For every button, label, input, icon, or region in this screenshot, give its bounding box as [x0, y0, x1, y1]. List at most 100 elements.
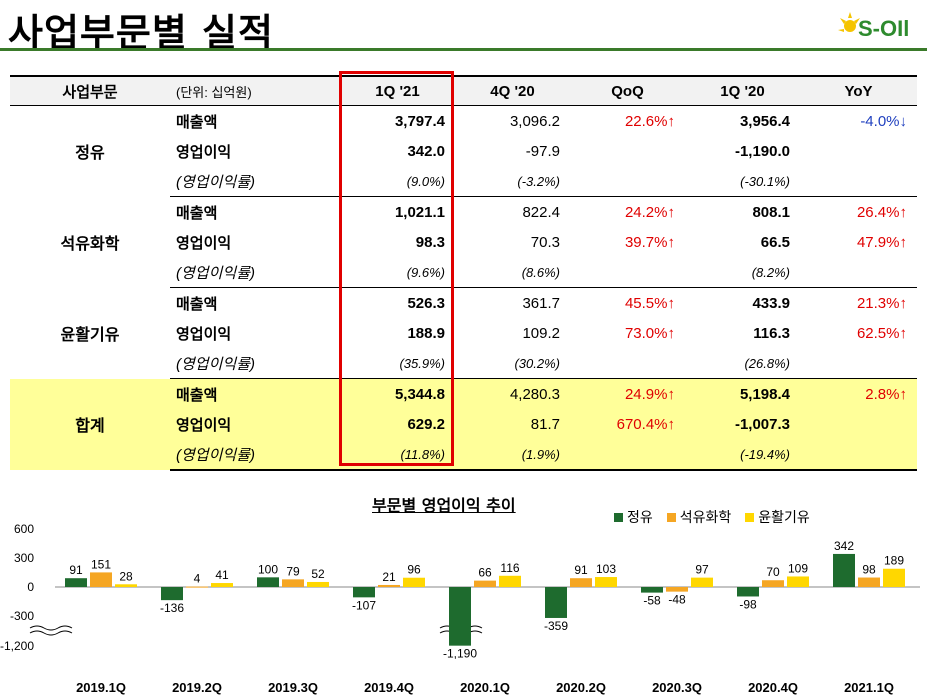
cell-q1-20: -1,190.0	[734, 142, 790, 160]
data-label: -98	[739, 597, 757, 611]
bar-2020.2Q-윤활기유	[595, 577, 617, 587]
cell-q1-21: (9.6%)	[340, 257, 455, 288]
bar-2019.1Q-석유화학	[90, 572, 112, 587]
x-tick-label: 2020.4Q	[748, 680, 798, 695]
cell-yoy: 21.3%↑	[856, 294, 907, 312]
cell-qoq: 670.4%↑	[570, 409, 685, 439]
bar-2020.3Q-정유	[641, 587, 663, 593]
logo-text: S-OIl	[858, 16, 910, 41]
legend-swatch	[745, 512, 755, 522]
bar-2020.2Q-석유화학	[570, 578, 592, 587]
cell-yoy: 47.9%↑	[856, 233, 907, 251]
cell-qoq	[570, 166, 685, 197]
metric-label: 매출액	[176, 204, 218, 222]
cell-q1-20: 3,956.4	[739, 112, 790, 130]
axis-break-mark	[29, 630, 73, 636]
cell-qoq: 45.5%↑	[624, 294, 675, 312]
cell-q4-20: 81.7	[455, 409, 570, 439]
chart-title: 부문별 영업이익 추이	[372, 496, 516, 515]
bar-2019.1Q-정유	[65, 578, 87, 587]
data-label: 66	[478, 566, 492, 580]
cell-qoq: 73.0%↑	[624, 324, 675, 342]
cell-q1-21: (9.0%)	[340, 166, 455, 197]
cell-q1-21: 98.3	[415, 233, 445, 251]
cell-q1-21: (35.9%)	[340, 348, 455, 379]
bar-2020.1Q-석유화학	[474, 580, 496, 587]
col-header-yoy: YoY	[800, 75, 917, 106]
cell-q1-20: 116.3	[753, 324, 790, 342]
metric-label: (영업이익률)	[170, 166, 340, 197]
cell-q1-21: 342.0	[407, 142, 445, 160]
x-tick-label: 2019.1Q	[76, 680, 126, 695]
data-label: 189	[884, 554, 904, 568]
legend-item-petrochemical: 석유화학	[666, 507, 732, 527]
cell-qoq	[570, 136, 685, 166]
cell-q4-20: 109.2	[522, 324, 560, 342]
bar-2019.4Q-윤활기유	[403, 577, 425, 587]
bar-2019.3Q-정유	[257, 577, 279, 587]
cell-qoq: 24.9%↑	[570, 378, 685, 409]
cell-q1-20: (26.8%)	[685, 348, 800, 379]
legend-item-refining: 정유	[614, 507, 653, 527]
table-row: 정유 매출액 3,797.4 3,096.2 22.6%↑ 3,956.4 -4.0%↓	[10, 106, 917, 163]
x-tick-label: 2019.4Q	[364, 680, 414, 695]
cell-q1-20: (-19.4%)	[685, 439, 800, 471]
s-oil-logo: S-OIl	[836, 4, 927, 46]
data-label: -136	[160, 601, 184, 615]
segment-name: 석유화학	[60, 236, 120, 253]
y-tick-label: -1,200	[0, 639, 34, 653]
segment-name: 윤활기유	[60, 327, 120, 344]
metric-label: 영업이익	[176, 143, 232, 161]
data-label: 96	[407, 563, 421, 577]
table-row: 합계 매출액 5,344.8 4,280.3 24.9%↑ 5,198.4 2.8%↑	[10, 378, 917, 470]
metric-label: (영업이익률)	[170, 439, 340, 471]
data-label: -107	[352, 598, 376, 612]
data-label: -58	[643, 594, 661, 608]
x-tick-label: 2019.2Q	[172, 680, 222, 695]
performance-table: 사업부문 (단위: 십억원) 1Q '21 4Q '20 QoQ 1Q '20 …	[10, 75, 917, 471]
cell-q4-20: (1.9%)	[455, 439, 570, 471]
data-label: 70	[766, 565, 780, 579]
page-title: 사업부문별 실적	[8, 11, 274, 55]
segment-name: 정유	[75, 145, 105, 163]
cell-q1-20: (8.2%)	[685, 257, 800, 288]
cell-yoy	[800, 166, 917, 197]
cell-q1-21: 188.9	[407, 324, 445, 342]
metric-label: 영업이익	[170, 409, 340, 439]
cell-qoq: 24.2%↑	[624, 203, 675, 221]
bar-2019.4Q-정유	[353, 587, 375, 598]
bar-2019.4Q-석유화학	[378, 584, 400, 587]
data-label: 91	[574, 563, 588, 577]
bar-2021.1Q-정유	[833, 553, 855, 587]
cell-q1-20: 66.5	[760, 233, 790, 251]
bar-2020.4Q-정유	[737, 587, 759, 597]
x-tick-label: 2021.1Q	[844, 680, 894, 695]
table-row: 석유화학 매출액 1,021.1 822.4 24.2%↑ 808.1 26.4%↑	[10, 197, 917, 254]
data-label: 91	[69, 563, 83, 577]
metric-label: 매출액	[170, 378, 340, 409]
cell-q1-21: 1,021.1	[394, 203, 445, 221]
legend-label: 정유	[627, 510, 653, 526]
col-header-4q20: 4Q '20	[455, 75, 570, 106]
x-tick-label: 2019.3Q	[268, 680, 318, 695]
bar-2019.2Q-윤활기유	[211, 583, 233, 587]
cell-yoy	[800, 257, 917, 288]
table-row: 영업이익 629.2 81.7 670.4%↑ -1,007.3	[10, 409, 917, 439]
col-header-unit: (단위: 십억원)	[170, 75, 340, 106]
data-label: 97	[695, 563, 709, 577]
cell-qoq	[570, 348, 685, 379]
table-header-row: 사업부문 (단위: 십억원) 1Q '21 4Q '20 QoQ 1Q '20 …	[10, 75, 917, 106]
bar-2021.1Q-윤활기유	[883, 568, 905, 587]
x-tick-label: 2020.1Q	[460, 680, 510, 695]
table-row: 영업이익 342.0 -97.9 -1,190.0	[10, 136, 917, 166]
data-label: 103	[596, 562, 616, 576]
bar-2020.4Q-석유화학	[762, 580, 784, 587]
cell-q4-20: -97.9	[525, 142, 560, 160]
cell-qoq: 22.6%↑	[624, 112, 675, 130]
table-row: 윤활기유 매출액 526.3 361.7 45.5%↑ 433.9 21.3%↑	[10, 288, 917, 345]
legend-label: 석유화학	[679, 510, 732, 526]
cell-yoy	[800, 409, 917, 439]
cell-q4-20: (8.6%)	[455, 257, 570, 288]
cell-q4-20: (30.2%)	[455, 348, 570, 379]
metric-label: (영업이익률)	[170, 348, 340, 379]
